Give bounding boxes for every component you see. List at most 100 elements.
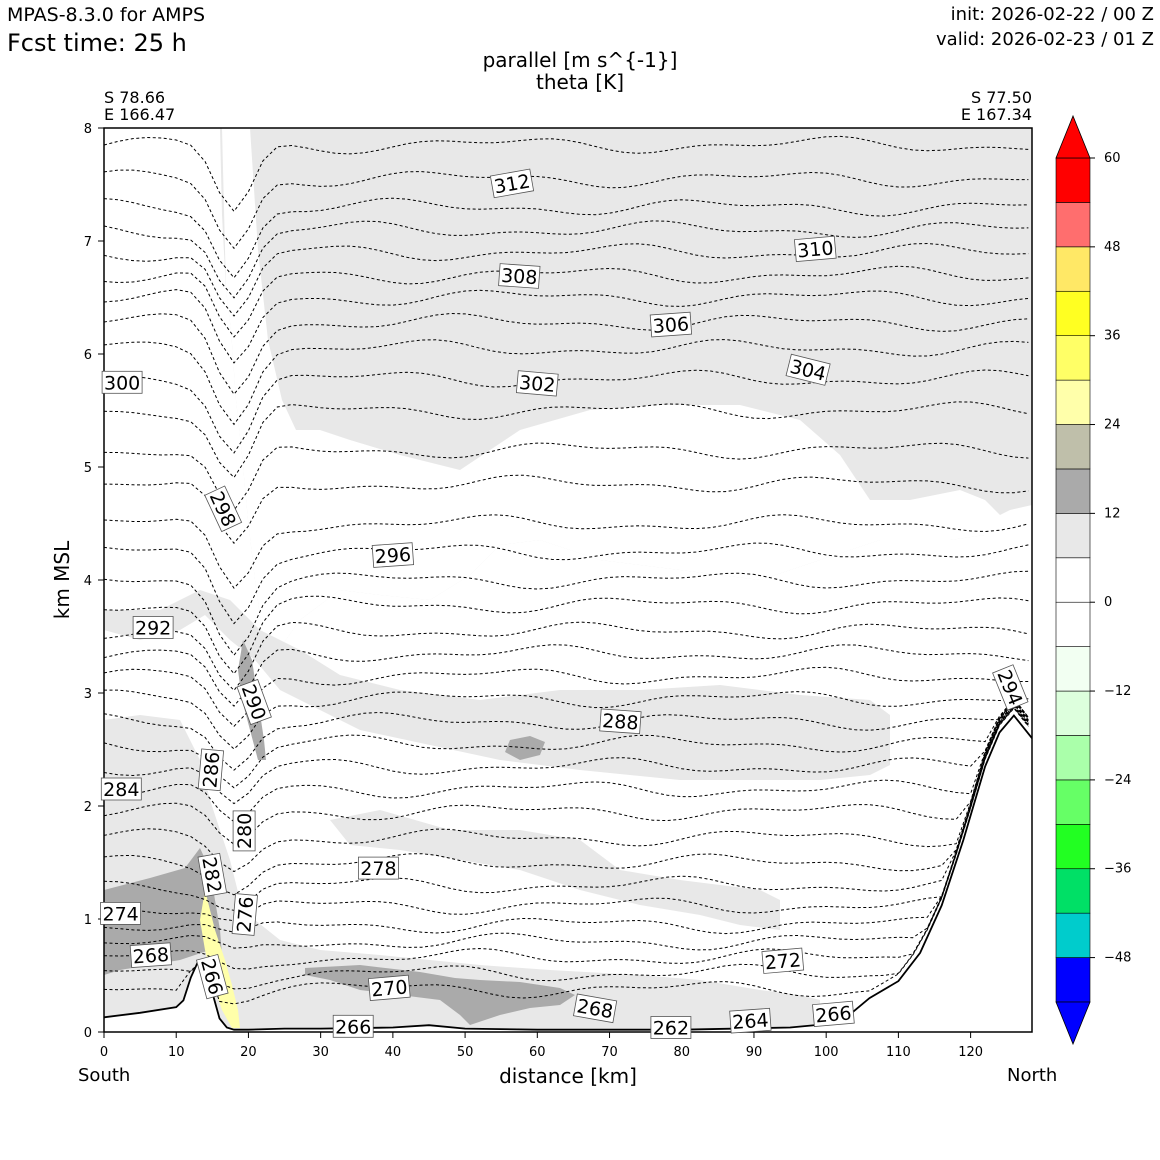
theta-isoline — [104, 369, 1029, 454]
theta-isoline — [104, 339, 1029, 426]
x-tick-label: 40 — [385, 1045, 402, 1060]
theta-label-text: 290 — [237, 682, 270, 724]
colorbar-tick-label: −24 — [1104, 773, 1131, 788]
theta-isoline — [104, 242, 1029, 317]
y-tick-label: 4 — [84, 574, 92, 589]
theta-isoline — [104, 197, 1029, 279]
valid-time: valid: 2026-02-23 / 01 Z — [936, 29, 1154, 50]
colorbar-tick-label: −48 — [1104, 951, 1131, 966]
shade-white-gap-upper — [222, 128, 1032, 655]
x-tick-label: 110 — [886, 1045, 911, 1060]
theta-label-box — [793, 235, 837, 263]
theta-label: 278 — [357, 856, 399, 880]
south-label: South — [78, 1065, 131, 1086]
forecast-time: Fcst time: 25 h — [7, 29, 187, 57]
theta-isoline — [104, 289, 1029, 364]
x-tick-label: 60 — [529, 1045, 546, 1060]
theta-label: 266 — [332, 1014, 374, 1038]
theta-isoline — [104, 707, 1029, 1005]
shade-light-mid — [330, 810, 780, 930]
theta-isoline — [104, 700, 1029, 845]
init-time: init: 2026-02-22 / 00 Z — [950, 4, 1154, 25]
theta-contours — [104, 135, 1029, 1005]
theta-label: 272 — [761, 947, 805, 974]
theta-label: 266 — [812, 1000, 855, 1027]
x-axis-label: distance [km] — [499, 1064, 637, 1088]
theta-label: 294 — [992, 664, 1029, 711]
theta-label: 264 — [729, 1007, 772, 1034]
colorbar-segment — [1055, 202, 1091, 248]
theta-label: 268 — [129, 942, 173, 968]
theta-label-text: 308 — [500, 265, 538, 289]
theta-label-text: 310 — [796, 237, 834, 262]
theta-isoline — [104, 312, 1029, 396]
theta-label-box — [761, 947, 805, 974]
theta-label: 298 — [204, 485, 243, 533]
theta-isoline — [104, 595, 1029, 675]
theta-label-text: 266 — [335, 1016, 371, 1038]
colorbar-segment — [1055, 735, 1091, 781]
colorbar-tick-label: 36 — [1104, 329, 1121, 344]
right-endpoint-lat: S 77.50 — [970, 88, 1032, 107]
x-tick-label: 50 — [457, 1045, 474, 1060]
theta-label-text: 294 — [992, 667, 1026, 709]
theta-isoline — [104, 706, 1029, 970]
shade-light-left-lower — [104, 590, 890, 780]
colorbar-tick-label: 12 — [1104, 506, 1121, 521]
theta-label-text: 268 — [132, 944, 170, 968]
theta-label-text: 266 — [814, 1002, 852, 1027]
theta-label-box — [332, 1014, 374, 1038]
theta-label-box — [599, 708, 642, 735]
theta-label: 286 — [197, 748, 224, 792]
x-tick-label: 70 — [601, 1045, 618, 1060]
colorbar-segment — [1055, 779, 1091, 825]
theta-label-box — [357, 856, 399, 880]
theta-label-text: 292 — [135, 618, 171, 640]
x-tick-label: 80 — [673, 1045, 690, 1060]
theta-label-box — [129, 942, 173, 968]
colorbar-segment — [1055, 335, 1091, 381]
colorbar-tick-label: 0 — [1104, 595, 1112, 610]
colorbar-tick-label: 24 — [1104, 418, 1121, 433]
theta-label-box — [729, 1007, 772, 1034]
y-tick-label: 3 — [84, 687, 92, 702]
theta-label-text: 286 — [199, 751, 224, 789]
y-tick-label: 0 — [84, 1026, 92, 1041]
wind-shading — [104, 128, 1032, 1030]
right-endpoint-coords: S 77.50 E 167.34 — [961, 89, 1032, 123]
colorbar-tick-label: 48 — [1104, 240, 1121, 255]
theta-isoline — [104, 699, 1029, 805]
theta-isoline — [104, 697, 1029, 771]
theta-label: 288 — [599, 708, 642, 735]
theta-isoline — [104, 703, 1029, 911]
theta-label-box — [232, 810, 256, 852]
theta-isoline — [104, 514, 1029, 589]
right-endpoint-lon: E 167.34 — [960, 105, 1032, 124]
theta-isoline — [104, 705, 1029, 935]
y-tick-label: 1 — [84, 913, 92, 928]
theta-label: 308 — [498, 263, 541, 289]
colorbar-segment — [1055, 868, 1091, 914]
colorbar-segment — [1055, 157, 1091, 203]
y-tick-label: 8 — [84, 122, 92, 137]
north-label: North — [1007, 1065, 1058, 1086]
theta-label-text: 278 — [360, 858, 396, 880]
theta-label-box — [515, 370, 559, 397]
x-tick-label: 0 — [100, 1045, 108, 1060]
theta-label: 268 — [573, 993, 618, 1023]
theta-label-text: 264 — [732, 1009, 770, 1033]
x-axis: 0 10 20 30 40 50 60 70 80 90 100 110 120 — [100, 1032, 983, 1060]
model-name: MPAS-8.3.0 for AMPS — [7, 4, 206, 26]
terrain-fill — [104, 715, 1032, 1032]
shade-yellow-valley — [200, 890, 240, 1028]
theta-label: 312 — [489, 168, 535, 198]
colorbar-segment — [1055, 912, 1091, 958]
shade-light-bottom-left — [104, 715, 820, 1030]
colorbar-extend-high — [1055, 114, 1091, 159]
theta-isoline — [104, 401, 1029, 479]
theta-isoline — [104, 644, 1029, 707]
theta-isoline — [104, 570, 1029, 656]
theta-isoline — [104, 698, 1029, 789]
colorbar-segment — [1055, 824, 1091, 870]
